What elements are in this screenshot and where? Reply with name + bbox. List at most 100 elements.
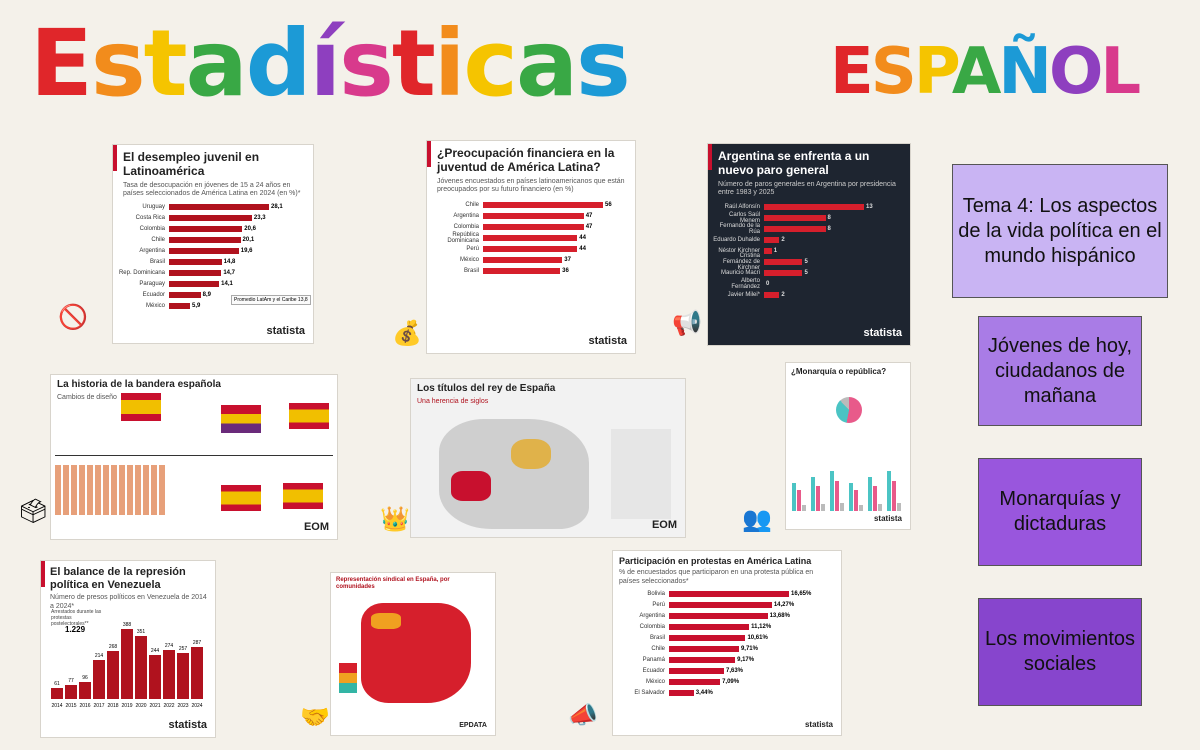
bar xyxy=(764,204,864,211)
bar xyxy=(669,602,772,609)
bar-value: 5,9 xyxy=(191,303,201,310)
title-letter: S xyxy=(870,35,917,109)
bar-value: 47 xyxy=(585,224,593,231)
bar-label: Chile xyxy=(651,646,665,653)
bar-label: Brasil xyxy=(649,635,665,642)
bar-row: Argentina 19,6 xyxy=(117,246,307,256)
bar-value: 244 xyxy=(150,647,160,654)
average-note: Promedio LatAm y el Caribe 13,8 xyxy=(231,295,311,305)
chart-title: ¿Preocupación financiera en la juventud … xyxy=(437,146,615,174)
bar-list: Raúl Alfonsín 13 Carlos Saúl Menem 8 Fernand… xyxy=(708,197,910,300)
bar-label: Mauricio Macri xyxy=(720,270,760,277)
bar-row: Raúl Alfonsín 13 xyxy=(712,202,904,212)
bar-label: Perú xyxy=(466,246,479,253)
bar-label: El Salvador xyxy=(634,690,665,697)
infographic-bandera[interactable]: La historia de la bandera española Cambi… xyxy=(50,374,338,540)
bar xyxy=(878,504,882,511)
chart-preocupacion[interactable]: ¿Preocupación financiera en la juventud … xyxy=(426,140,636,354)
bar-value: 8 xyxy=(827,226,831,233)
bar-row: República Dominicana 44 xyxy=(431,232,629,244)
bar-value: 2 xyxy=(781,237,785,244)
bar-value: 36 xyxy=(562,268,569,275)
chart-subtitle: Una herencia de siglos xyxy=(417,397,489,405)
bar xyxy=(854,490,858,511)
chart-subtitle: Jóvenes encuestados en países latinoamer… xyxy=(437,177,625,193)
bar-row: Colombia 11,12% xyxy=(617,622,835,632)
bar-row: Panamá 9,17% xyxy=(617,655,835,665)
voters-icon: 👥 xyxy=(742,506,772,533)
bar xyxy=(483,268,561,275)
chart-protestas[interactable]: Participación en protestas en América La… xyxy=(612,550,842,736)
statista-logo: statista xyxy=(168,719,207,731)
bar-value: 351 xyxy=(136,628,146,635)
bar-row: Costa Rica 23,3 xyxy=(117,213,307,223)
bar-value: 268 xyxy=(108,643,118,650)
chart-desempleo[interactable]: El desempleo juvenil en Latinoamérica Ta… xyxy=(112,144,314,344)
bar-value: 388 xyxy=(122,622,132,628)
bar xyxy=(169,215,252,222)
bar xyxy=(764,259,803,266)
title-letter: s xyxy=(576,10,631,117)
bar xyxy=(764,237,780,244)
title-letter: O xyxy=(1048,35,1103,109)
title-letter: a xyxy=(515,10,578,117)
bar-group: 61 2014 77 2015 96 2016 214 2017 268 2018 388 2019 3… xyxy=(51,611,211,709)
bar xyxy=(169,292,201,299)
bar xyxy=(892,481,896,511)
bar-row: Mauricio Macri 5 xyxy=(712,268,904,278)
bar-value: 47 xyxy=(585,213,593,220)
bar-label: Panamá xyxy=(642,657,665,664)
infographic-rey[interactable]: Los títulos del rey de España Una herenc… xyxy=(410,378,686,538)
bar-value: 9,17% xyxy=(737,657,755,664)
bar-value: 20,6 xyxy=(244,226,256,233)
bar xyxy=(897,503,901,511)
map-inset xyxy=(611,429,671,519)
topic-box-movimientos[interactable]: Los movimientos sociales xyxy=(978,598,1142,706)
bar xyxy=(169,248,239,255)
title-letter: P xyxy=(913,35,955,109)
bar xyxy=(811,477,815,511)
bar-label: Fernando de la Rúa xyxy=(719,223,760,236)
bar-label: México xyxy=(645,679,665,686)
bar xyxy=(669,646,739,653)
bar-label: Carlos Saúl Menem xyxy=(728,212,760,225)
axis-tick-label: 2015 xyxy=(65,703,77,709)
chart-title: Representación sindical en España, por c… xyxy=(336,577,450,590)
chart-monarquia[interactable]: ¿Monarquía o república? statista xyxy=(785,362,911,530)
bar-label: Cristina Fernández de Kirchner xyxy=(722,253,760,272)
topic-box-monarquias[interactable]: Monarquías y dictaduras xyxy=(978,458,1142,566)
bar xyxy=(79,681,91,699)
bar xyxy=(669,624,750,631)
bar xyxy=(169,237,241,244)
title-letter: c xyxy=(463,10,518,117)
bar-row: México 5,9 xyxy=(117,301,307,311)
bar-label: Costa Rica xyxy=(135,215,165,222)
bar-row: Néstor Kirchner 1 xyxy=(712,246,904,256)
bar xyxy=(764,292,780,299)
topic-box-tema4[interactable]: Tema 4: Los aspectos de la vida política… xyxy=(952,164,1168,298)
bar xyxy=(797,490,801,511)
axis-tick-label: 2024 xyxy=(191,703,203,709)
money-icon: 💰 xyxy=(392,320,422,347)
bar-row: México 37 xyxy=(431,255,629,265)
bar-row: Colombia 47 xyxy=(431,222,629,232)
bar xyxy=(483,224,584,231)
chart-paro[interactable]: Argentina se enfrenta a un nuevo paro ge… xyxy=(707,143,911,346)
bar-value: 44 xyxy=(579,235,586,242)
bar xyxy=(830,471,834,511)
chart-venezuela[interactable]: El balance de la represión política en V… xyxy=(40,560,216,738)
bar-value: 257 xyxy=(178,645,188,652)
eom-logo: EOM xyxy=(303,521,329,533)
bar-row: Chile 9,71% xyxy=(617,644,835,654)
bar-row: Brasil 10,61% xyxy=(617,633,835,643)
chart-title: ¿Monarquía o república? xyxy=(791,367,887,376)
chart-subtitle: Número de paros generales en Argentina p… xyxy=(718,180,896,196)
chart-sindical[interactable]: Representación sindical en España, por c… xyxy=(330,572,496,736)
bar-value: 16,65% xyxy=(791,591,812,598)
bar xyxy=(669,613,768,620)
epdata-logo: EPDATA xyxy=(459,722,487,729)
bar xyxy=(764,226,826,233)
bar xyxy=(483,257,563,264)
topic-box-jovenes[interactable]: Jóvenes de hoy, ciudadanos de mañana xyxy=(978,316,1142,426)
bar xyxy=(816,485,820,511)
